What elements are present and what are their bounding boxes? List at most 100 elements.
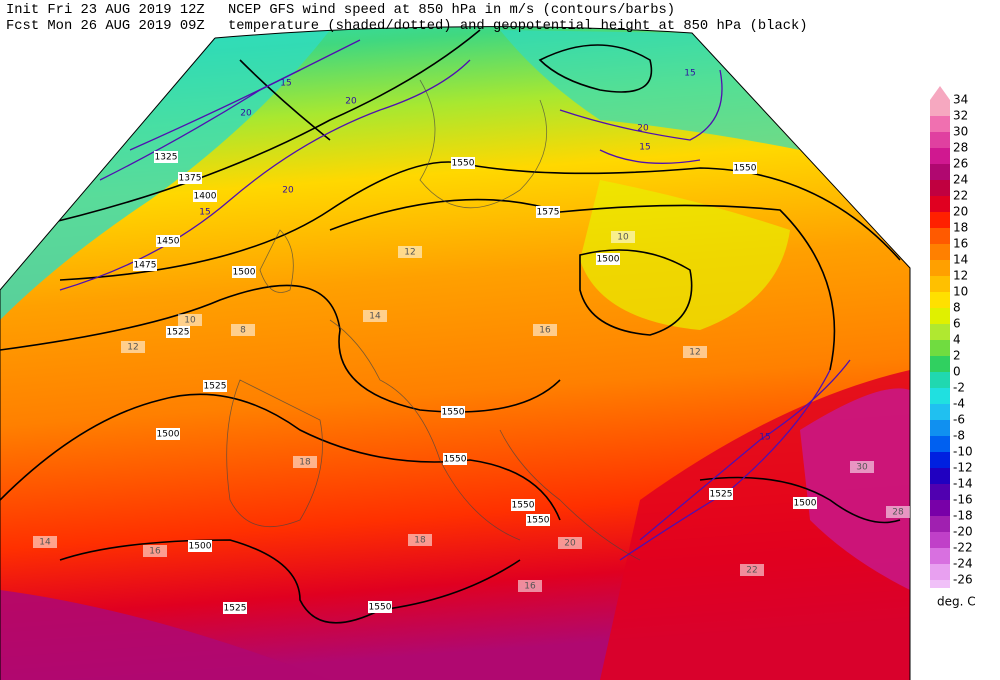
height-label: 1475 [134,261,157,271]
label-box [154,151,178,163]
label-box [443,453,467,465]
wind-label: 20 [637,124,649,134]
colorbar-label: 34 [953,93,968,107]
colorbar-swatch [930,468,950,484]
colorbar-swatch [930,420,950,436]
label-box [368,601,392,613]
colorbar-swatch [930,564,950,580]
wind-label: 20 [345,97,357,107]
colorbar-label: 2 [953,349,961,363]
temperature-label: 16 [524,582,536,592]
init-line: Init Fri 23 AUG 2019 12Z [6,2,205,18]
colorbar-label: 16 [953,237,968,251]
height-label: 1525 [204,382,227,392]
wind-label: 15 [639,143,650,153]
height-label: 1525 [167,328,190,338]
colorbar-swatch [930,116,950,132]
colorbar-swatch [930,164,950,180]
label-box [231,324,255,336]
temperature-label: 30 [856,463,868,473]
colorbar-label: 32 [953,109,968,123]
height-label: 1500 [157,430,180,440]
label-box [526,514,550,526]
colorbar-swatch [930,212,950,228]
wind-label: 15 [759,433,770,443]
colorbar-swatch [930,372,950,388]
colorbar-label: 26 [953,157,968,171]
colorbar-label: 14 [953,253,968,267]
temperature-label: 16 [149,547,161,557]
temperature-label: 8 [240,326,246,336]
colorbar-swatch [930,404,950,420]
height-label: 1400 [194,192,217,202]
colorbar-label: -4 [953,397,965,411]
wind-label: 15 [199,208,210,218]
colorbar-label: 4 [953,333,961,347]
colorbar-swatch [930,276,950,292]
colorbar-label: 28 [953,141,968,155]
colorbar-swatch [930,180,950,196]
colorbar-label: -2 [953,381,965,395]
height-label: 1550 [734,164,757,174]
height-label: 1550 [452,159,475,169]
colorbar-swatch [930,436,950,452]
temperature-label: 16 [539,326,551,336]
label-box [533,324,557,336]
height-label: 1500 [189,542,212,552]
temperature-label: 12 [404,248,415,258]
temperature-label: 10 [184,316,196,326]
map-frame [0,26,911,680]
colorbar-swatch [930,324,950,340]
label-box [193,190,217,202]
height-label: 1525 [710,490,733,500]
label-box [178,314,202,326]
label-box [441,406,465,418]
temperature-label: 28 [892,508,904,518]
colorbar-label: -24 [953,557,973,571]
cold-band [500,30,800,150]
colorbar-label: -10 [953,445,973,459]
colorbar-label: -8 [953,429,965,443]
colorbar-label: 30 [953,125,968,139]
colorbar-swatch [930,244,950,260]
label-box [166,326,190,338]
colorbar-label: -6 [953,413,965,427]
colorbar-swatch [930,148,950,164]
colorbar-label: -14 [953,477,973,491]
colorbar-arrow [930,86,950,100]
height-label: 1550 [444,455,467,465]
label-box [793,497,817,509]
colorbar-label: -18 [953,509,973,523]
label-box [156,235,180,247]
colorbar-swatch [930,452,950,468]
wind-label: 20 [240,109,252,119]
colorbar-label: 24 [953,173,968,187]
colorbar-label: -20 [953,525,973,539]
height-label: 1325 [155,153,178,163]
colorbar-unit: deg. C [937,595,976,609]
height-label: 1575 [537,208,560,218]
wind-label: 15 [280,79,291,89]
temperature-label: 18 [299,458,311,468]
colorbar-label: 22 [953,189,968,203]
label-box [408,534,432,546]
wind-label: 20 [282,186,294,196]
height-label: 1450 [157,237,180,247]
temperature-label: 14 [39,538,51,548]
label-box [451,157,475,169]
label-box [558,537,582,549]
height-label: 1550 [442,408,465,418]
colorbar-label: 20 [953,205,968,219]
label-box [121,341,145,353]
hot-band [800,388,910,590]
label-box [536,206,560,218]
label-box [740,564,764,576]
label-box [683,346,707,358]
label-box [232,266,256,278]
fcst-line: Fcst Mon 26 AUG 2019 09Z [6,19,205,34]
label-box [850,461,874,473]
label-box [293,456,317,468]
label-box [611,231,635,243]
height-label: 1550 [512,501,535,511]
colorbar-swatch [930,292,950,308]
